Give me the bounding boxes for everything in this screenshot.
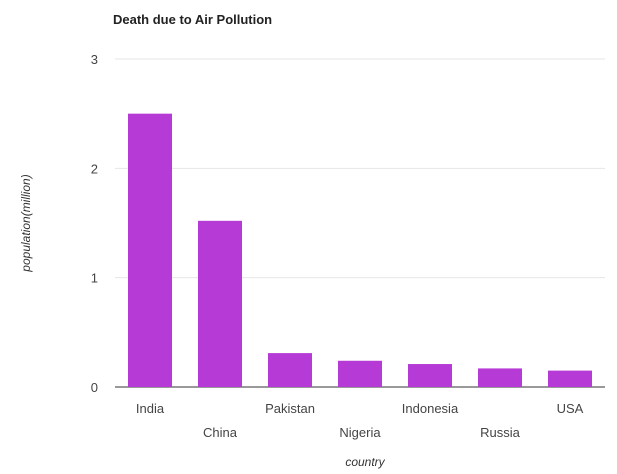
y-tick-label: 1: [91, 271, 98, 286]
bar-pakistan: [268, 353, 312, 387]
bar-russia: [478, 368, 522, 387]
y-tick-labels: 0 1 2 3: [91, 52, 98, 395]
gridlines: [115, 58, 605, 388]
bar-india: [128, 113, 172, 388]
y-tick-label: 2: [91, 161, 98, 176]
x-tick-label: USA: [557, 401, 584, 416]
chart-title: Death due to Air Pollution: [113, 12, 272, 27]
x-tick-label: Nigeria: [339, 425, 381, 440]
bar-china: [198, 220, 242, 387]
x-tick-label: Indonesia: [402, 401, 459, 416]
bar-nigeria: [338, 360, 382, 387]
y-tick-label: 3: [91, 52, 98, 67]
x-tick-label: India: [136, 401, 165, 416]
y-axis-title: population(million): [19, 174, 33, 272]
x-tick-label: China: [203, 425, 238, 440]
x-tick-label: Russia: [480, 425, 521, 440]
bar-indonesia: [408, 364, 452, 387]
y-tick-label: 0: [91, 380, 98, 395]
x-tick-label: Pakistan: [265, 401, 315, 416]
x-axis-title: country: [345, 455, 385, 469]
bar-usa: [548, 370, 592, 387]
x-tick-labels: India China Pakistan Nigeria Indonesia Russia…: [136, 401, 584, 440]
bars: [128, 113, 592, 388]
